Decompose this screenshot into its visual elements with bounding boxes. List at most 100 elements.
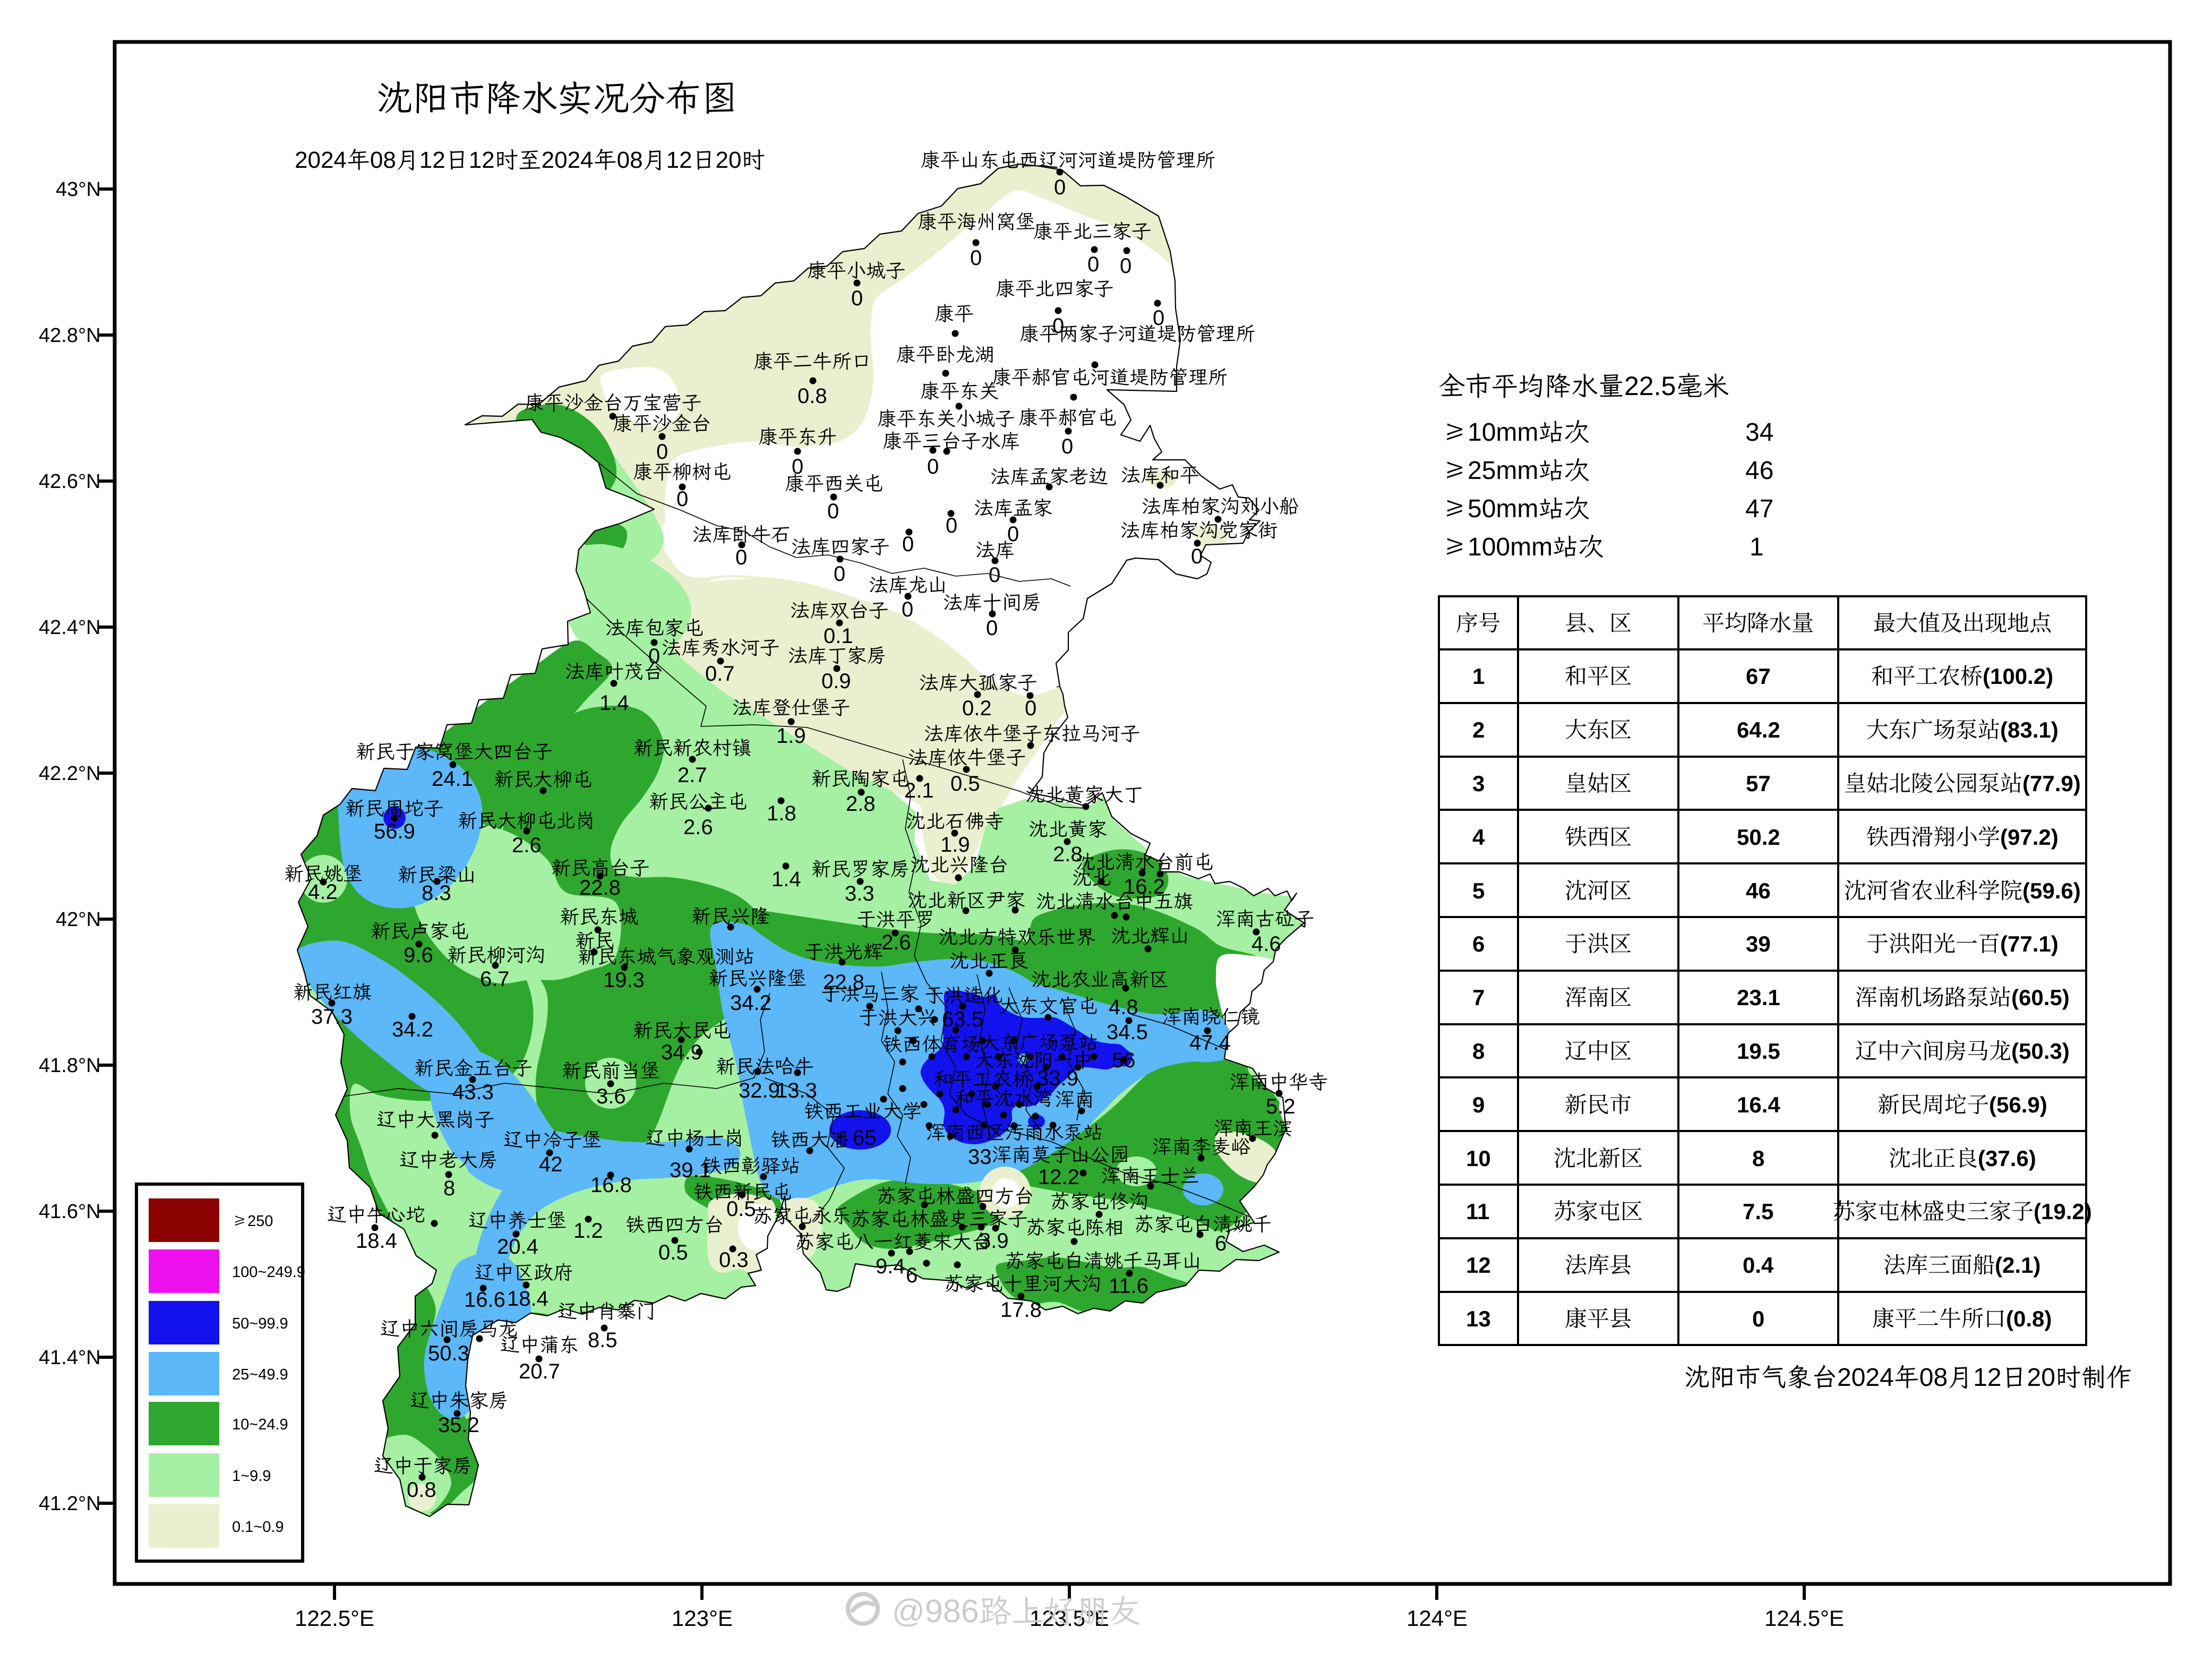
svg-text:100mm: 100mm <box>1468 533 1553 561</box>
svg-text:50.3: 50.3 <box>428 1342 469 1365</box>
svg-text:12: 12 <box>1973 1364 2001 1392</box>
svg-text:10~24.9: 10~24.9 <box>232 1416 288 1433</box>
svg-text:65: 65 <box>853 1126 877 1150</box>
svg-text:(83.1): (83.1) <box>2000 717 2059 742</box>
svg-text:0: 0 <box>834 562 845 586</box>
svg-text:1.9: 1.9 <box>940 833 970 856</box>
svg-text:12: 12 <box>469 147 495 173</box>
svg-text:124°E: 124°E <box>1407 1606 1468 1631</box>
svg-text:(77.1): (77.1) <box>2000 931 2059 956</box>
svg-text:10mm: 10mm <box>1468 418 1538 447</box>
svg-text:@986: @986 <box>892 1593 979 1629</box>
svg-text:18.4: 18.4 <box>356 1229 397 1253</box>
svg-text:(97.2): (97.2) <box>2000 825 2059 850</box>
svg-text:41.8°N: 41.8°N <box>39 1055 101 1077</box>
svg-text:25~49.9: 25~49.9 <box>232 1366 288 1383</box>
svg-text:12.2: 12.2 <box>1038 1166 1079 1189</box>
svg-text:12: 12 <box>419 147 445 173</box>
svg-text:0.4: 0.4 <box>1743 1253 1774 1278</box>
svg-text:2.7: 2.7 <box>678 764 707 787</box>
svg-text:39.1: 39.1 <box>670 1159 711 1182</box>
svg-text:11.6: 11.6 <box>1109 1274 1148 1298</box>
svg-text:56.9: 56.9 <box>374 820 415 843</box>
svg-text:50~99.9: 50~99.9 <box>232 1315 288 1332</box>
svg-text:(37.6): (37.6) <box>1978 1146 2036 1171</box>
svg-text:4.2: 4.2 <box>308 880 338 904</box>
svg-text:11: 11 <box>1466 1199 1489 1224</box>
svg-text:6: 6 <box>1215 1232 1227 1255</box>
svg-text:1.2: 1.2 <box>573 1219 603 1243</box>
svg-text:3.6: 3.6 <box>596 1085 626 1108</box>
svg-text:0: 0 <box>927 455 939 478</box>
svg-text:8: 8 <box>1472 1039 1485 1064</box>
svg-text:2.6: 2.6 <box>881 931 911 954</box>
svg-text:22.8: 22.8 <box>823 971 864 994</box>
svg-text:42.2°N: 42.2°N <box>39 763 101 785</box>
svg-text:43°N: 43°N <box>56 178 101 201</box>
svg-text:0: 0 <box>989 563 1000 587</box>
svg-text:56: 56 <box>1112 1049 1136 1072</box>
svg-text:19.5: 19.5 <box>1737 1039 1780 1064</box>
svg-text:33: 33 <box>968 1145 992 1169</box>
svg-text:34.2: 34.2 <box>730 991 771 1015</box>
svg-text:(2.1): (2.1) <box>1995 1253 2040 1278</box>
svg-text:3: 3 <box>1472 771 1485 796</box>
svg-text:20.4: 20.4 <box>497 1235 538 1258</box>
svg-text:08: 08 <box>1919 1364 1948 1392</box>
svg-text:25mm: 25mm <box>1468 457 1538 485</box>
svg-text:67: 67 <box>1746 664 1771 689</box>
svg-text:50mm: 50mm <box>1468 495 1538 523</box>
svg-text:47: 47 <box>1745 495 1773 523</box>
svg-text:2.8: 2.8 <box>846 792 876 816</box>
svg-text:6: 6 <box>906 1264 918 1287</box>
svg-text:0.8: 0.8 <box>407 1478 436 1502</box>
svg-text:250: 250 <box>247 1213 273 1230</box>
svg-text:0.5: 0.5 <box>726 1197 756 1221</box>
svg-text:08: 08 <box>617 147 643 173</box>
svg-text:4.6: 4.6 <box>1251 932 1281 956</box>
svg-text:34: 34 <box>1745 418 1773 447</box>
svg-text:0: 0 <box>827 500 839 523</box>
svg-text:0.7: 0.7 <box>705 662 735 686</box>
svg-text:19.3: 19.3 <box>603 969 645 992</box>
svg-text:2024: 2024 <box>1837 1364 1894 1392</box>
svg-text:0.3: 0.3 <box>719 1248 749 1272</box>
svg-text:9: 9 <box>1472 1092 1485 1117</box>
svg-text:0: 0 <box>970 246 982 270</box>
svg-text:7: 7 <box>1472 985 1485 1010</box>
svg-text:6.7: 6.7 <box>480 967 510 991</box>
svg-text:39: 39 <box>1746 931 1771 956</box>
svg-text:5: 5 <box>1472 878 1485 903</box>
svg-text:18.4: 18.4 <box>507 1287 548 1310</box>
svg-text:3.9: 3.9 <box>979 1229 1009 1253</box>
svg-text:10: 10 <box>1466 1146 1491 1171</box>
svg-text:0: 0 <box>735 546 747 569</box>
svg-text:41.2°N: 41.2°N <box>39 1493 101 1515</box>
svg-text:8: 8 <box>1752 1146 1764 1171</box>
svg-text:2024: 2024 <box>295 147 347 173</box>
svg-text:42.8°N: 42.8°N <box>39 324 101 347</box>
svg-text:1.8: 1.8 <box>767 802 796 825</box>
svg-text:22.5: 22.5 <box>1624 371 1676 401</box>
svg-text:50.2: 50.2 <box>1737 825 1780 850</box>
svg-text:12: 12 <box>1466 1253 1491 1278</box>
svg-text:23.1: 23.1 <box>1737 985 1780 1010</box>
svg-text:0: 0 <box>656 440 668 464</box>
svg-text:0.5: 0.5 <box>950 772 980 795</box>
svg-text:12: 12 <box>666 147 692 173</box>
svg-text:37.3: 37.3 <box>311 1005 353 1029</box>
svg-text:16.2: 16.2 <box>1124 875 1165 898</box>
svg-text:08: 08 <box>370 147 396 173</box>
svg-text:1: 1 <box>1472 664 1485 689</box>
svg-text:20: 20 <box>2027 1364 2055 1392</box>
svg-text:2.6: 2.6 <box>683 816 713 839</box>
svg-text:57: 57 <box>1746 771 1771 796</box>
svg-text:42°N: 42°N <box>56 909 101 931</box>
svg-text:41.4°N: 41.4°N <box>39 1347 101 1369</box>
svg-text:5.2: 5.2 <box>1266 1095 1296 1118</box>
svg-text:0: 0 <box>1087 253 1099 276</box>
svg-text:0.1~0.9: 0.1~0.9 <box>232 1519 284 1536</box>
svg-text:0: 0 <box>1191 545 1203 568</box>
svg-text:34.2: 34.2 <box>392 1018 433 1041</box>
svg-text:1.4: 1.4 <box>599 691 629 715</box>
